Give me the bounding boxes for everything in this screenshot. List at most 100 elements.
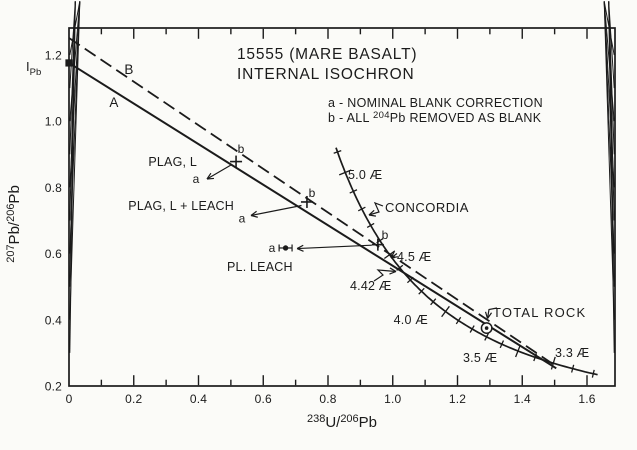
legend-b-prefix: b - ALL [328,111,373,125]
sample-a-arrow-head [296,248,304,252]
x-tick-label: 0.4 [190,392,207,406]
concordia-age-label: 4.5 Æ [397,250,431,264]
total-rock-marker-dot [484,326,489,330]
concordia-age-tick [571,364,575,373]
legend-b-suffix: Pb REMOVED AS BLANK [390,111,542,125]
concordia-age-label: 5.0 Æ [348,168,382,182]
x-title-base2: Pb [359,414,377,431]
concordia-age-tick [455,316,462,325]
concordia-leader-arrow-head [368,209,375,216]
y-title-base1: Pb/ [6,221,23,244]
y-tick-label: 1.0 [45,115,62,129]
sample-a-arrow-head [250,214,258,218]
concordia-age-tick [499,340,505,349]
concordia-age-tick [550,356,556,370]
x-tick-label: 0 [66,392,73,406]
line [69,1,76,89]
isochron-b-label: B [124,62,133,77]
x-tick-label: 1.6 [578,392,595,406]
line [608,1,615,89]
initial-pb-label: IPb [26,59,41,78]
total-rock-leader-arrow-head [487,312,493,319]
sample-name-label: TOTAL ROCK [493,305,586,320]
concordia-age-label: 3.5 Æ [463,351,497,365]
line [603,1,615,188]
concordia-age-tick [469,325,475,333]
plot-border [68,27,616,387]
concordia-leader-arrow [368,201,384,216]
concordia-age-tick [484,333,489,341]
concordia-age-tick [349,189,358,194]
sample-a-arrow [297,244,372,250]
x-title-sup2: 206 [340,413,358,425]
legend-b-superscript: 204 [373,110,390,121]
concordia-age-tick [418,287,425,295]
concordia-label: CONCORDIA [385,200,469,215]
line [69,1,81,122]
x-tick-label: 1.4 [514,392,531,406]
concordia-age-tick [430,298,437,306]
sample-name-label: PLAG, L + LEACH [128,199,234,213]
x-tick-label: 0.6 [255,392,272,406]
x-axis-title: 238U/206Pb [307,413,377,431]
concordia-age-tick [338,169,352,176]
y-tick-label: 0.6 [45,247,62,261]
y-title-sup1: 207 [5,244,17,262]
y-tick-label: 1.2 [45,49,62,63]
chart-title-line1: 15555 (MARE BASALT) [237,46,417,63]
y-title-base2: Pb [6,185,23,203]
sample-a-label: a [269,241,276,255]
y-title-sup2: 206 [5,204,17,222]
x-title-sup1: 238 [307,413,325,425]
y-tick-label: 0.8 [45,181,62,195]
concordia-age-tick [333,149,342,154]
line [69,1,81,188]
line [608,1,615,155]
line [69,1,81,56]
isochron-a-line [68,62,557,370]
sample-a-label: a [193,172,200,186]
concordia-age-label: 4.0 Æ [394,313,428,327]
legend-line-a: a - NOMINAL BLANK CORRECTION [328,96,543,110]
x-title-base1: U/ [325,414,341,431]
sample-name-label: PL. LEACH [227,260,293,274]
sample-a-arrow-head [296,244,304,250]
sample-b-label: b [238,142,245,156]
legend-line-b: b - ALL 204Pb REMOVED AS BLANK [328,110,542,125]
line [69,1,76,155]
concordia-age-tick [515,344,521,358]
line [603,1,615,56]
sample-a-arrow-head [250,210,257,216]
y-axis-title: 207Pb/206Pb [5,185,23,263]
isochron-b-line [68,37,554,365]
intercept-arrow-head [389,267,397,273]
sample-b-label: b [309,186,316,200]
x-tick-label: 1.2 [449,392,466,406]
line [603,1,615,122]
initial-pb-main: I [26,59,30,74]
x-tick-label: 0.2 [125,392,142,406]
concordia-age-tick [591,369,595,378]
concordia-leader-arrow-head [368,214,377,217]
sample-a-point [282,245,289,251]
x-tick-label: 1.0 [384,392,401,406]
sample-b-label: b [382,228,389,242]
intercept-arrow [373,269,397,282]
initial-pb-sub: Pb [30,67,42,78]
total-rock-leader-arrow-head [484,311,489,319]
sample-a-arrow-head [206,172,212,180]
sample-a-arrow [206,164,232,180]
y-tick-label: 0.4 [45,313,62,327]
sample-a-arrow [250,204,302,217]
total-rock-leader-arrow [486,307,498,319]
intercept-arrow-head [389,270,397,275]
sample-a-label: a [239,212,246,226]
concordia-age-tick [441,305,450,318]
y-tick-label: 0.2 [45,380,62,394]
initial-pb-point [65,59,73,67]
isochron-a-label: A [109,95,118,110]
concordia-age-label: 3.3 Æ [555,346,589,360]
